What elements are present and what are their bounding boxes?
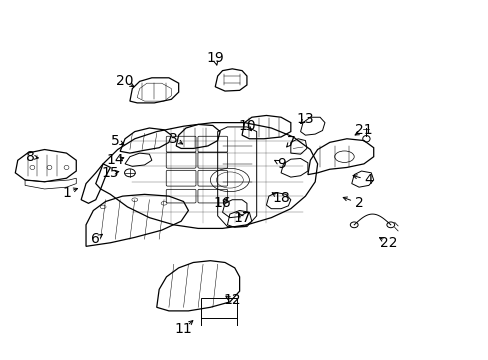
Text: 15: 15 <box>102 166 119 180</box>
Text: 9: 9 <box>276 157 285 171</box>
Bar <box>200 298 237 318</box>
Text: 20: 20 <box>116 75 134 89</box>
Text: 22: 22 <box>379 236 396 250</box>
Text: 21: 21 <box>354 123 372 137</box>
Text: 13: 13 <box>296 112 314 126</box>
Text: 6: 6 <box>91 232 100 246</box>
Text: 19: 19 <box>206 51 224 65</box>
Text: 2: 2 <box>354 196 363 210</box>
Text: 1: 1 <box>62 185 71 199</box>
Text: 16: 16 <box>213 196 231 210</box>
Text: 7: 7 <box>286 135 295 149</box>
Text: 4: 4 <box>364 173 372 187</box>
Text: 14: 14 <box>106 153 124 167</box>
Text: 12: 12 <box>223 293 241 307</box>
Text: 8: 8 <box>25 150 34 164</box>
Text: 11: 11 <box>174 322 192 336</box>
Text: 3: 3 <box>169 132 178 146</box>
Text: 5: 5 <box>111 134 120 148</box>
Text: 18: 18 <box>272 191 289 205</box>
Text: 17: 17 <box>233 211 250 225</box>
Text: 10: 10 <box>238 119 255 133</box>
